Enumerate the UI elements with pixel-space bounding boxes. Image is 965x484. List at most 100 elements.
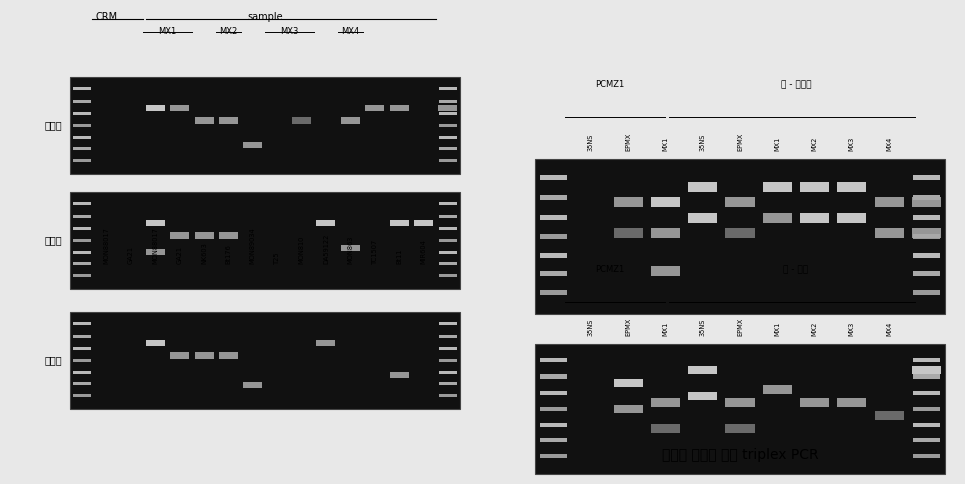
Bar bbox=[913, 271, 940, 276]
Text: PCMZ1: PCMZ1 bbox=[594, 80, 624, 89]
Text: 산란주: 산란주 bbox=[44, 356, 62, 365]
Bar bbox=[73, 371, 91, 374]
Bar bbox=[726, 228, 755, 239]
Bar bbox=[913, 438, 940, 442]
Bar bbox=[219, 352, 238, 359]
Bar bbox=[390, 105, 408, 111]
Bar bbox=[762, 182, 792, 192]
Bar bbox=[913, 358, 940, 362]
Bar bbox=[70, 77, 460, 174]
Bar bbox=[414, 220, 433, 226]
Bar bbox=[439, 215, 456, 218]
Bar bbox=[762, 385, 792, 393]
Bar bbox=[540, 375, 567, 378]
Text: MIR604: MIR604 bbox=[421, 239, 427, 264]
Bar bbox=[688, 213, 717, 223]
Bar bbox=[913, 234, 940, 239]
Bar bbox=[73, 202, 91, 205]
Text: MX1: MX1 bbox=[662, 322, 669, 336]
Bar bbox=[800, 213, 829, 223]
Bar bbox=[73, 348, 91, 350]
Bar bbox=[651, 197, 680, 208]
Bar bbox=[913, 215, 940, 220]
Bar bbox=[439, 251, 456, 254]
Bar bbox=[874, 411, 903, 420]
Bar bbox=[341, 118, 360, 124]
Bar bbox=[195, 352, 213, 359]
Bar bbox=[688, 182, 717, 192]
Bar bbox=[439, 136, 456, 139]
Bar bbox=[170, 105, 189, 111]
Bar bbox=[726, 398, 755, 407]
Bar bbox=[913, 253, 940, 257]
Text: GA21: GA21 bbox=[128, 246, 134, 264]
Bar bbox=[317, 340, 336, 346]
Bar bbox=[540, 290, 567, 295]
Text: sample: sample bbox=[247, 12, 283, 22]
Bar bbox=[73, 215, 91, 218]
Bar bbox=[439, 112, 456, 115]
Bar bbox=[688, 392, 717, 400]
Bar bbox=[439, 227, 456, 230]
Bar bbox=[73, 147, 91, 151]
Bar bbox=[874, 197, 903, 208]
Text: MON88017: MON88017 bbox=[103, 227, 110, 264]
Bar bbox=[439, 100, 456, 103]
Bar bbox=[0, 0, 465, 484]
Bar bbox=[146, 340, 165, 346]
Text: MX1: MX1 bbox=[158, 27, 177, 36]
Bar bbox=[614, 405, 643, 413]
Text: MON89034: MON89034 bbox=[250, 227, 256, 264]
Bar bbox=[73, 124, 91, 127]
Bar bbox=[195, 118, 213, 124]
Bar bbox=[540, 175, 567, 180]
Bar bbox=[439, 371, 456, 374]
Bar bbox=[439, 394, 456, 397]
Text: TC1507: TC1507 bbox=[372, 239, 377, 264]
Bar bbox=[913, 392, 940, 395]
Bar bbox=[688, 366, 717, 374]
Bar bbox=[912, 228, 941, 239]
Bar bbox=[292, 118, 311, 124]
Bar bbox=[913, 375, 940, 378]
Text: 점생주: 점생주 bbox=[44, 236, 62, 245]
Bar bbox=[540, 253, 567, 257]
Bar bbox=[439, 147, 456, 151]
Text: GA21: GA21 bbox=[177, 246, 182, 264]
Bar bbox=[838, 213, 867, 223]
Bar bbox=[70, 312, 460, 409]
Bar bbox=[439, 239, 456, 242]
Bar bbox=[219, 232, 238, 239]
Bar bbox=[540, 195, 567, 200]
Text: PCMZ1: PCMZ1 bbox=[594, 265, 624, 274]
Text: EPMX: EPMX bbox=[737, 318, 743, 336]
Bar bbox=[73, 159, 91, 162]
Text: CRM: CRM bbox=[96, 12, 118, 22]
Bar bbox=[800, 398, 829, 407]
Bar bbox=[651, 424, 680, 433]
Bar bbox=[614, 197, 643, 208]
Bar bbox=[913, 195, 940, 200]
Text: 닭 - 중주: 닭 - 중주 bbox=[784, 265, 809, 274]
Bar bbox=[912, 197, 941, 208]
Bar bbox=[913, 454, 940, 458]
Bar bbox=[73, 394, 91, 397]
Bar bbox=[73, 274, 91, 277]
Bar bbox=[243, 142, 262, 148]
Bar bbox=[317, 220, 336, 226]
Bar bbox=[390, 220, 408, 226]
Text: MX3: MX3 bbox=[280, 27, 298, 36]
Text: MX4: MX4 bbox=[886, 136, 892, 151]
Bar bbox=[540, 423, 567, 427]
Bar bbox=[73, 100, 91, 103]
Bar bbox=[70, 192, 460, 289]
Bar bbox=[913, 290, 940, 295]
Text: T25: T25 bbox=[274, 251, 280, 264]
Bar bbox=[341, 245, 360, 251]
Text: EPMX: EPMX bbox=[625, 133, 631, 151]
Text: 35NS: 35NS bbox=[588, 134, 593, 151]
Text: MX1: MX1 bbox=[774, 137, 781, 151]
Bar bbox=[390, 372, 408, 378]
Bar bbox=[73, 227, 91, 230]
Text: Bt11: Bt11 bbox=[396, 249, 402, 264]
